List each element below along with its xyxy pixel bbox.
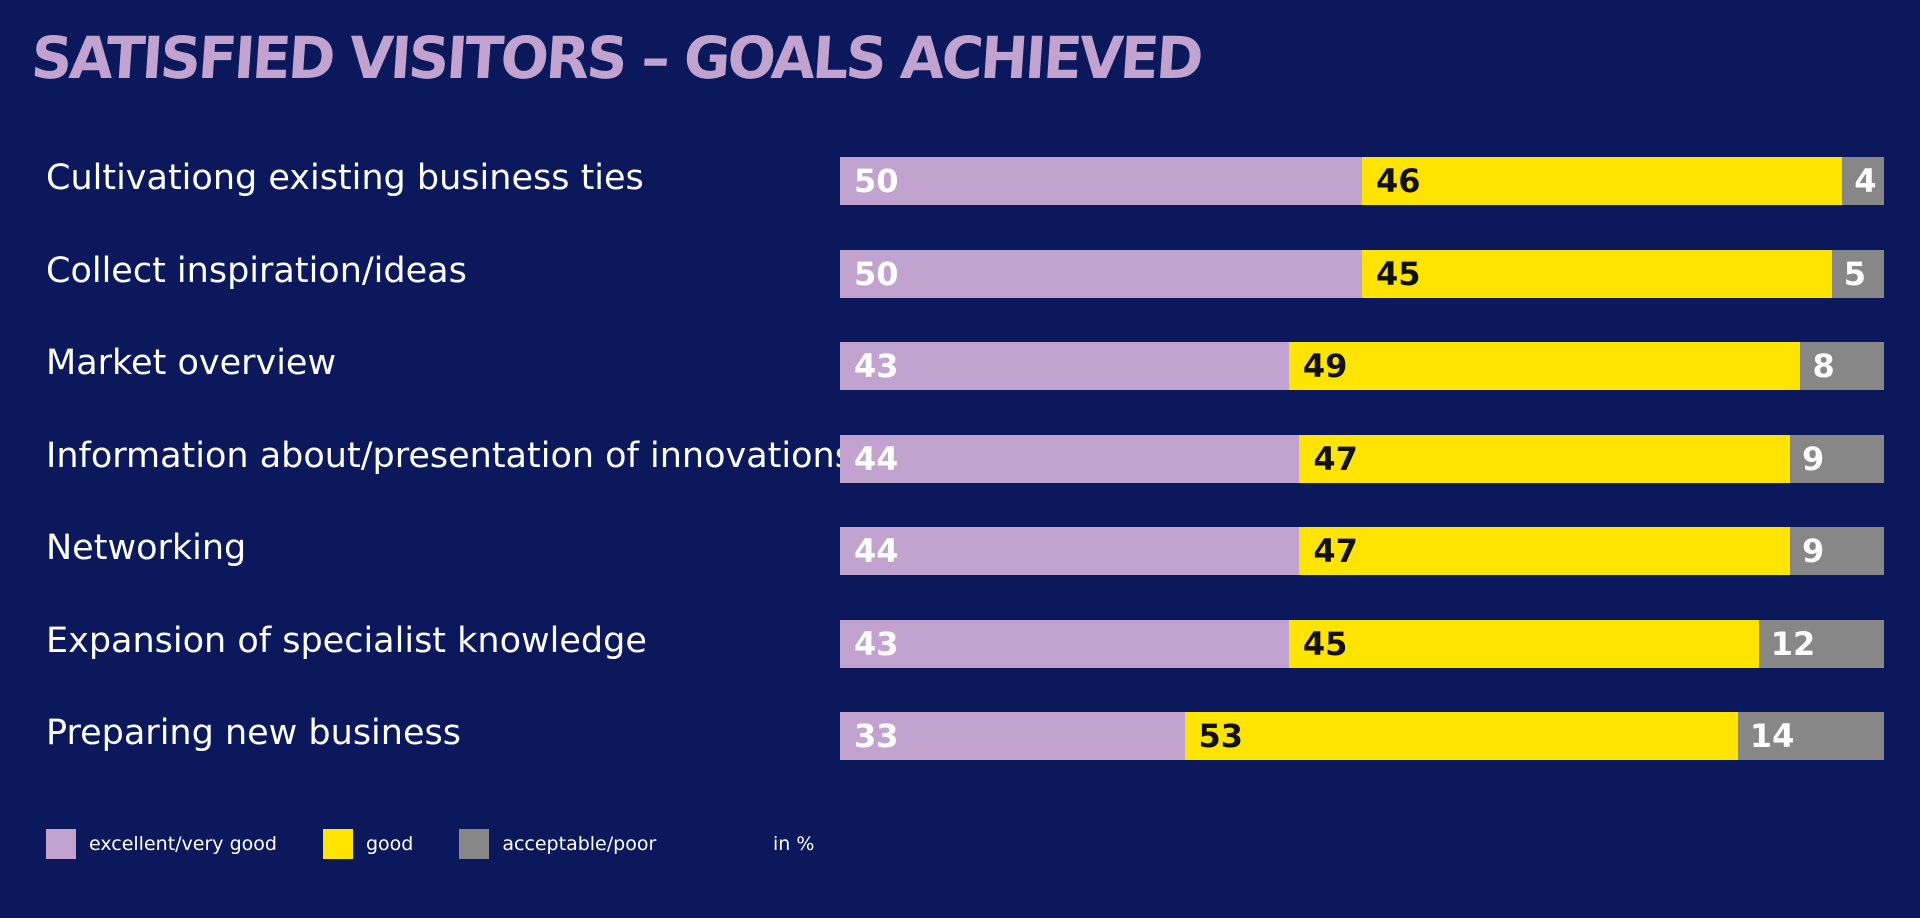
category-label: Cultivationg existing business ties: [46, 158, 644, 198]
category-label: Collect inspiration/ideas: [46, 250, 467, 291]
stacked-bar: 33 53 14: [840, 712, 1884, 760]
legend-label-poor: acceptable/poor: [502, 833, 657, 855]
bar-segment-excellent: 43: [840, 342, 1289, 390]
bar-segment-excellent: 50: [840, 249, 1362, 298]
bar-segment-poor: 14: [1737, 712, 1884, 760]
bar-segment-poor: 4: [1842, 157, 1884, 205]
bar-segment-poor: 9: [1790, 434, 1884, 483]
legend-swatch-good: [322, 829, 353, 859]
stacked-bar: 43 45 12: [840, 619, 1884, 668]
stacked-bar: 44 47 9: [840, 527, 1884, 575]
category-label: Information about/presentation of innova…: [46, 435, 853, 476]
bar-segment-good: 47: [1299, 527, 1791, 575]
legend-label-good: good: [365, 833, 414, 855]
bar-segment-good: 47: [1299, 434, 1791, 483]
category-label: Expansion of specialist knowledge: [46, 620, 647, 661]
legend-item-excellent: excellent/very good: [46, 829, 277, 859]
unit-label: in %: [773, 833, 815, 855]
bar-segment-excellent: 50: [840, 157, 1362, 205]
stacked-bar: 50 46 4: [840, 157, 1884, 205]
bar-segment-poor: 12: [1758, 619, 1884, 668]
stacked-bar: 44 47 9: [840, 434, 1884, 483]
bar-segment-excellent: 43: [840, 619, 1289, 668]
legend-label-excellent: excellent/very good: [89, 833, 277, 855]
bar-segment-good: 45: [1288, 619, 1759, 668]
legend-item-poor: acceptable/poor: [459, 829, 656, 859]
bar-segment-good: 49: [1288, 342, 1801, 390]
bar-segment-excellent: 33: [840, 712, 1185, 760]
bar-segment-poor: 9: [1790, 527, 1884, 575]
legend: excellent/very good good acceptable/poor: [46, 829, 702, 859]
bar-segment-good: 46: [1362, 157, 1843, 205]
stacked-bar: 43 49 8: [840, 342, 1884, 390]
chart-title: SATISFIED VISITORS – GOALS ACHIEVED: [29, 24, 1203, 92]
legend-swatch-excellent: [46, 829, 76, 859]
category-label: Networking: [46, 528, 247, 568]
legend-item-good: good: [322, 829, 414, 859]
bar-segment-poor: 8: [1800, 342, 1884, 390]
bar-segment-excellent: 44: [840, 527, 1300, 575]
category-label: Preparing new business: [46, 713, 461, 753]
bar-segment-excellent: 44: [840, 434, 1300, 483]
bar-segment-poor: 5: [1831, 249, 1884, 298]
legend-swatch-poor: [459, 829, 490, 859]
category-label: Market overview: [46, 343, 337, 383]
stacked-bar: 50 45 5: [840, 249, 1884, 298]
bar-segment-good: 53: [1184, 712, 1738, 760]
bar-segment-good: 45: [1362, 249, 1832, 298]
